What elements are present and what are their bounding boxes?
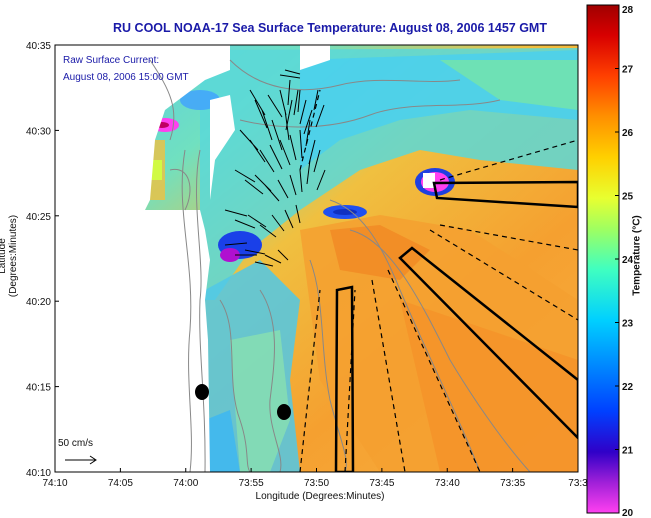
- y-tick-label: 40:35: [26, 41, 51, 52]
- y-tick-label: 40:10: [26, 468, 51, 479]
- colorbar-tick-label: 28: [622, 5, 634, 16]
- colorbar-tick-label: 20: [622, 508, 634, 518]
- colorbar-label: Temperature (°C): [631, 215, 643, 296]
- colorbar-tick-label: 25: [622, 192, 634, 203]
- x-tick-label: 73:55: [239, 478, 264, 489]
- bathymetry-contours: [149, 59, 531, 472]
- scale-label: 50 cm/s: [58, 438, 93, 449]
- x-tick-label: 73:35: [500, 478, 525, 489]
- colorbar-tick-label: 26: [622, 128, 634, 139]
- y-tick-label: 40:25: [26, 212, 51, 223]
- x-tick-label: 74:05: [108, 478, 133, 489]
- chart-title: RU COOL NOAA-17 Sea Surface Temperature:…: [113, 21, 547, 35]
- colorbar-tick-label: 24: [622, 255, 634, 266]
- annotation-line1: Raw Surface Current:: [63, 55, 159, 66]
- colorbar-tick-label: 23: [622, 319, 634, 330]
- dashed-transects: [299, 89, 578, 472]
- station-marker: [195, 384, 209, 400]
- colorbar-tick-label: 21: [622, 446, 634, 457]
- y-tick-label: 40:15: [26, 383, 51, 394]
- x-tick-label: 74:00: [173, 478, 198, 489]
- y-axis-label: Latitude (Degrees:Minutes): [0, 214, 19, 298]
- x-axis-label: Longitude (Degrees:Minutes): [255, 491, 385, 502]
- y-tick-label: 40:30: [26, 126, 51, 137]
- colorbar-tick-label: 27: [622, 65, 634, 76]
- y-tick-label: 40:20: [26, 297, 51, 308]
- x-axis-ticks: 74:10 74:05 74:00 73:55 73:50 73:45 73:40 73:35…: [42, 468, 588, 489]
- station-marker: [277, 404, 291, 420]
- sst-field: 50 cm/s Raw Surface Current: August 08, …: [55, 45, 578, 472]
- y-axis-ticks: 40:35 40:30 40:25 40:20 40:15 40:10: [26, 41, 59, 479]
- colorbar-tick-label: 22: [622, 382, 634, 393]
- colorbar-ticks: 20 21 22 23 24 25 26 27 28: [615, 4, 634, 518]
- x-tick-label: 73:50: [304, 478, 329, 489]
- survey-boxes: [334, 180, 578, 472]
- x-tick-label: 74:10: [42, 478, 67, 489]
- annotation-line2: August 08, 2006 15:00 GMT: [63, 72, 189, 83]
- x-tick-label: 73:45: [369, 478, 394, 489]
- colorbar: [586, 4, 620, 514]
- current-vectors: [224, 69, 326, 267]
- x-tick-label: 73:40: [435, 478, 460, 489]
- x-tick-label: 73:3: [568, 478, 588, 489]
